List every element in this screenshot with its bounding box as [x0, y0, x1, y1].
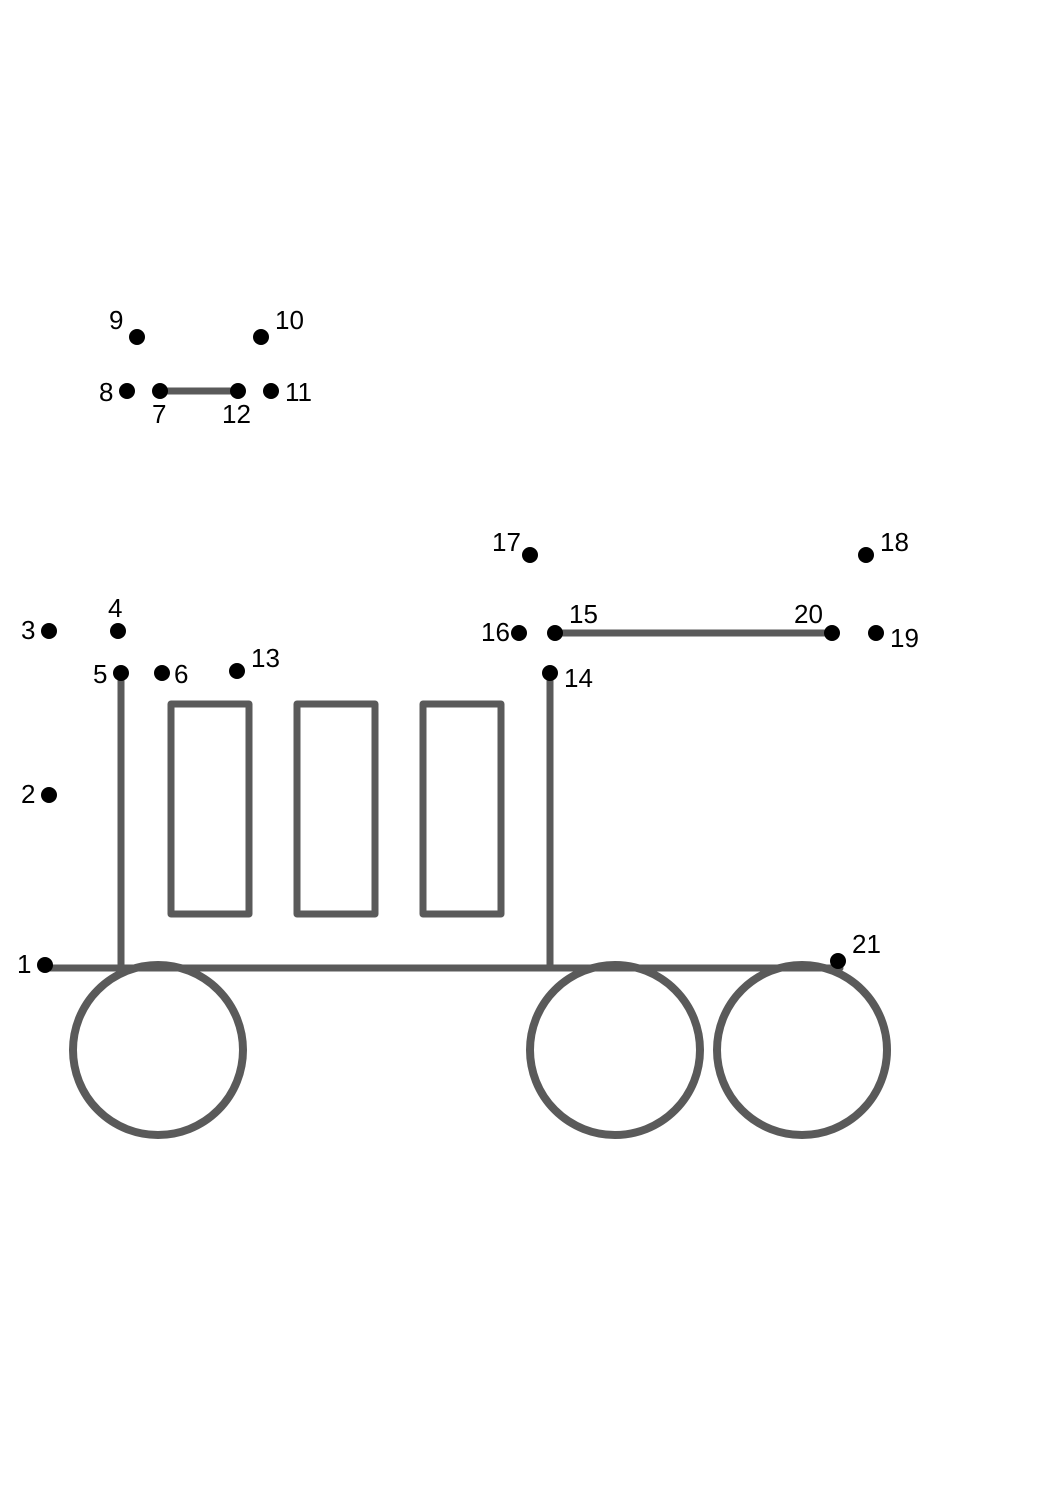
- dot-13: [229, 663, 245, 679]
- dot-8: [119, 383, 135, 399]
- dot-18: [858, 547, 874, 563]
- dot-11: [263, 383, 279, 399]
- dot-label-12: 12: [222, 399, 251, 429]
- wheel-circle: [73, 965, 243, 1135]
- dot-14: [542, 665, 558, 681]
- dot-label-14: 14: [564, 663, 593, 693]
- dot-3: [41, 623, 57, 639]
- dot-label-8: 8: [99, 377, 113, 407]
- dot-label-7: 7: [152, 399, 166, 429]
- dot-label-17: 17: [492, 527, 521, 557]
- prebuilt-rect: [297, 704, 375, 914]
- dot-12: [230, 383, 246, 399]
- dot-17: [522, 547, 538, 563]
- dot-9: [129, 329, 145, 345]
- dot-label-2: 2: [21, 779, 35, 809]
- dot-15: [547, 625, 563, 641]
- dot-label-20: 20: [794, 599, 823, 629]
- dot-label-18: 18: [880, 527, 909, 557]
- dot-label-3: 3: [21, 615, 35, 645]
- dot-label-6: 6: [174, 659, 188, 689]
- dot-20: [824, 625, 840, 641]
- dot-5: [113, 665, 129, 681]
- wheel-circle: [530, 965, 700, 1135]
- dot-1: [37, 957, 53, 973]
- dot-label-4: 4: [108, 593, 122, 623]
- dot-21: [830, 953, 846, 969]
- dot-4: [110, 623, 126, 639]
- dot-7: [152, 383, 168, 399]
- dot-label-21: 21: [852, 929, 881, 959]
- dot-6: [154, 665, 170, 681]
- dot-label-1: 1: [17, 949, 31, 979]
- dot-label-10: 10: [275, 305, 304, 335]
- prebuilt-rect: [423, 704, 501, 914]
- dot-10: [253, 329, 269, 345]
- wheel-circle: [717, 965, 887, 1135]
- dot-2: [41, 787, 57, 803]
- dot-label-9: 9: [109, 305, 123, 335]
- dot-label-5: 5: [93, 659, 107, 689]
- dot-label-15: 15: [569, 599, 598, 629]
- dot-19: [868, 625, 884, 641]
- dot-label-13: 13: [251, 643, 280, 673]
- connect-dots-figure: 123456789101112131415161718192021: [0, 0, 1050, 1485]
- dot-label-11: 11: [285, 377, 312, 407]
- prebuilt-rect: [171, 704, 249, 914]
- dot-label-16: 16: [481, 617, 510, 647]
- dot-16: [511, 625, 527, 641]
- dot-label-19: 19: [890, 623, 919, 653]
